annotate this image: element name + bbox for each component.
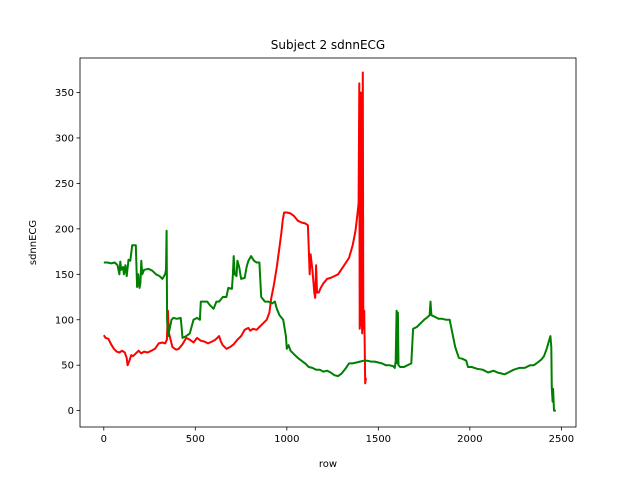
x-axis: 0 500 1000 1500 2000 2500: [101, 427, 574, 445]
y-tick-label: 0: [68, 406, 74, 417]
y-tick-label: 100: [55, 315, 74, 326]
y-axis: 0 50 100 150 200 250 300 350: [55, 88, 80, 417]
x-axis-label: row: [319, 459, 337, 470]
chart-title: Subject 2 sdnnECG: [271, 38, 385, 52]
plot-frame: [79, 57, 577, 428]
x-tick-label: 1000: [274, 434, 299, 445]
x-tick-label: 500: [186, 434, 205, 445]
y-tick-label: 150: [55, 270, 74, 281]
y-tick-label: 200: [55, 224, 74, 235]
y-tick-label: 300: [55, 133, 74, 144]
y-tick-label: 350: [55, 88, 74, 99]
plot-series: [102, 71, 556, 412]
y-tick-label: 250: [55, 179, 74, 190]
y-tick-label: 50: [61, 361, 74, 372]
x-tick-label: 0: [101, 434, 107, 445]
x-tick-label: 2000: [457, 434, 482, 445]
series-line-2: [103, 229, 556, 412]
series-line-1: [102, 71, 367, 385]
x-tick-label: 2500: [549, 434, 574, 445]
y-axis-label: sdnnECG: [28, 220, 39, 265]
x-tick-label: 1500: [366, 434, 391, 445]
